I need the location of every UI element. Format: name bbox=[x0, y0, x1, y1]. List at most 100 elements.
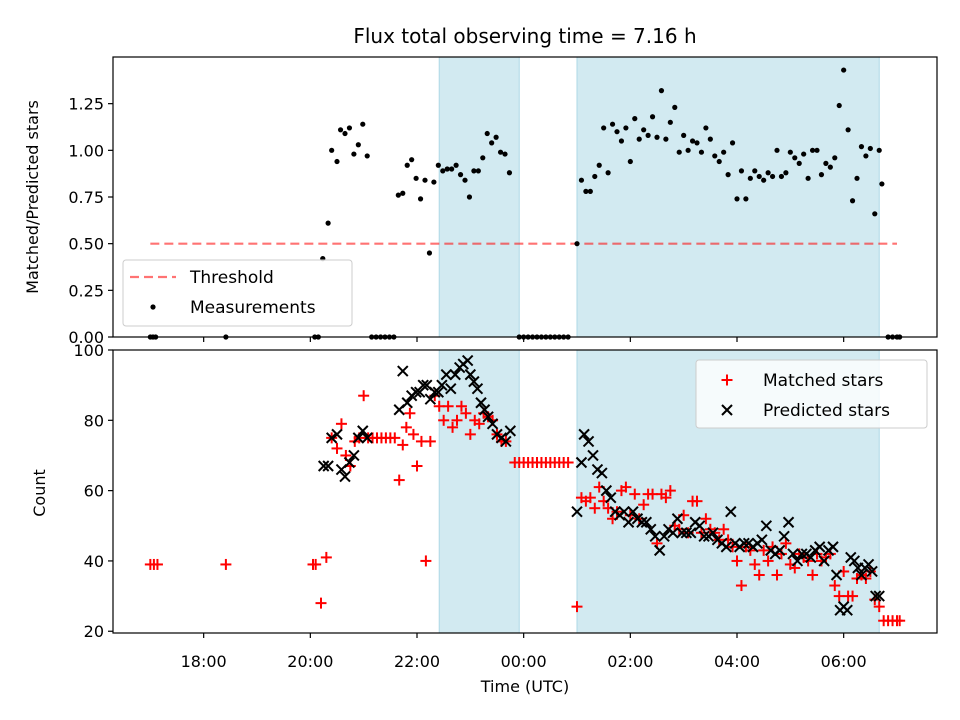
x-tick-label: 02:00 bbox=[607, 652, 653, 671]
measurement-point bbox=[471, 168, 477, 174]
predicted-star-point bbox=[855, 569, 868, 581]
x-mark-b bbox=[486, 418, 499, 430]
measurement-point bbox=[484, 130, 490, 137]
predicted-star-point bbox=[738, 537, 750, 550]
predicted-star-point bbox=[782, 516, 795, 528]
predicted-star-point bbox=[348, 449, 360, 462]
measurement-point bbox=[609, 121, 616, 127]
x-mark-b bbox=[468, 375, 480, 388]
top-y-axis-label: Matched/Predicted stars bbox=[23, 100, 42, 294]
matched-star-point bbox=[220, 558, 232, 570]
matched-star-point bbox=[660, 492, 672, 504]
measurement-point bbox=[632, 116, 638, 122]
x-mark-b bbox=[671, 513, 684, 525]
x-mark-b bbox=[582, 435, 595, 448]
matched-star-point bbox=[331, 442, 343, 454]
measurement-point bbox=[475, 168, 481, 174]
legend-matched-marker bbox=[721, 374, 733, 386]
x-tick-label: 20:00 bbox=[287, 652, 333, 671]
top-y-tick-label: 0.00 bbox=[68, 328, 104, 347]
x-mark-b bbox=[322, 460, 334, 472]
predicted-star-point bbox=[482, 411, 494, 423]
legend-measurement-label: Measurements bbox=[190, 298, 316, 318]
matched-star-point bbox=[718, 523, 730, 535]
measurement-point bbox=[592, 173, 598, 180]
matched-star-point bbox=[584, 492, 596, 504]
x-mark-b bbox=[417, 379, 429, 391]
measurement-point bbox=[761, 177, 767, 183]
x-mark-b bbox=[676, 527, 688, 539]
matched-star-point bbox=[562, 456, 574, 468]
measurement-point bbox=[805, 175, 811, 181]
measurement-point bbox=[879, 181, 885, 187]
measurement-point bbox=[729, 140, 736, 146]
measurement-point bbox=[395, 192, 401, 198]
bottom-points bbox=[144, 354, 906, 627]
matched-star-point bbox=[151, 558, 163, 570]
predicted-star-point bbox=[693, 520, 706, 532]
measurement-point bbox=[863, 153, 869, 159]
matched-star-point bbox=[829, 580, 841, 592]
measurement-point bbox=[583, 188, 589, 194]
predicted-star-point bbox=[322, 460, 334, 472]
x-tick-label: 06:00 bbox=[821, 652, 867, 671]
shaded-interval bbox=[438, 349, 520, 634]
x-mark-b bbox=[575, 456, 588, 469]
measurement-point bbox=[667, 119, 673, 125]
bottom-y-axis-label: Count bbox=[30, 469, 49, 517]
measurement-point bbox=[641, 127, 647, 133]
x-mark-b bbox=[464, 368, 477, 381]
measurement-point bbox=[329, 147, 335, 153]
x-mark-b bbox=[720, 541, 733, 553]
predicted-star-point bbox=[676, 527, 688, 539]
measurement-point bbox=[360, 121, 366, 127]
predicted-star-point bbox=[760, 520, 773, 532]
predicted-star-point bbox=[707, 527, 719, 539]
matched-star-point bbox=[571, 601, 583, 613]
measurement-point bbox=[858, 144, 865, 150]
x-mark-b bbox=[653, 544, 666, 557]
measurement-point bbox=[649, 114, 656, 120]
x-mark-b bbox=[475, 397, 487, 409]
predicted-star-point bbox=[640, 516, 653, 528]
measurement-point bbox=[435, 162, 441, 168]
predicted-star-point bbox=[805, 551, 817, 564]
legend-matched-label: Matched stars bbox=[763, 371, 883, 391]
matched-star-point bbox=[335, 418, 347, 430]
measurement-point bbox=[841, 67, 847, 73]
predicted-star-point bbox=[796, 548, 808, 560]
predicted-star-point bbox=[636, 516, 648, 528]
x-tick-label: 04:00 bbox=[714, 652, 760, 671]
predicted-star-point bbox=[504, 425, 517, 437]
matched-star-point bbox=[393, 474, 405, 486]
predicted-star-point bbox=[685, 527, 697, 539]
predicted-star-point bbox=[671, 513, 684, 525]
matched-star-point bbox=[780, 537, 792, 549]
measurement-point bbox=[801, 151, 807, 157]
measurement-point bbox=[334, 158, 340, 165]
top-y-tick-label: 1.00 bbox=[68, 141, 104, 160]
matched-star-point bbox=[438, 414, 450, 426]
x-mark-b bbox=[725, 506, 737, 518]
measurement-point bbox=[426, 250, 433, 256]
predicted-star-point bbox=[778, 530, 790, 543]
matched-star-point bbox=[620, 481, 632, 493]
predicted-star-point bbox=[791, 555, 804, 567]
predicted-star-point bbox=[756, 534, 768, 546]
measurement-point bbox=[725, 172, 731, 178]
predicted-star-point bbox=[600, 484, 613, 497]
x-mark-b bbox=[667, 527, 679, 539]
measurement-point bbox=[836, 102, 842, 109]
measurement-point bbox=[658, 88, 665, 94]
x-tick-label: 18:00 bbox=[181, 652, 227, 671]
measurement-point bbox=[743, 196, 749, 202]
measurement-point bbox=[676, 149, 682, 155]
x-mark-b bbox=[449, 368, 461, 381]
predicted-star-point bbox=[866, 565, 878, 578]
matched-star-point bbox=[664, 485, 676, 497]
legend-predicted-label: Predicted stars bbox=[763, 401, 890, 421]
x-mark-b bbox=[618, 506, 630, 518]
x-mark-b bbox=[707, 527, 719, 539]
x-tick-label: 22:00 bbox=[394, 652, 440, 671]
measurement-point bbox=[404, 162, 410, 168]
